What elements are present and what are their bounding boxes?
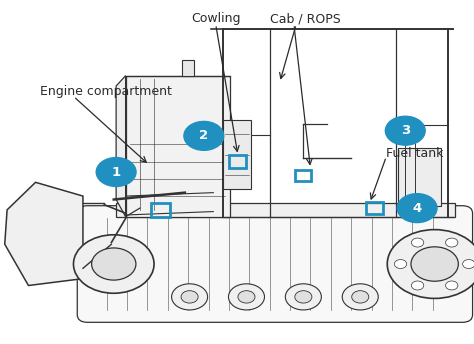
Bar: [126, 76, 230, 217]
Text: 1: 1: [111, 165, 121, 179]
Bar: [398, 148, 441, 206]
Bar: [229, 155, 246, 168]
Circle shape: [342, 284, 378, 310]
Bar: [151, 203, 170, 217]
Text: Fuel tank: Fuel tank: [386, 147, 444, 160]
Circle shape: [172, 284, 208, 310]
Text: Cab / ROPS: Cab / ROPS: [270, 12, 341, 25]
Polygon shape: [5, 182, 83, 286]
Circle shape: [385, 116, 425, 145]
Circle shape: [411, 238, 424, 247]
Circle shape: [181, 291, 198, 303]
Polygon shape: [116, 76, 126, 217]
Circle shape: [184, 121, 224, 150]
Text: 2: 2: [199, 129, 209, 142]
Circle shape: [387, 230, 474, 298]
Circle shape: [446, 281, 458, 290]
Circle shape: [397, 194, 437, 223]
Circle shape: [394, 259, 407, 268]
Text: 3: 3: [401, 124, 410, 137]
Circle shape: [91, 248, 136, 280]
Circle shape: [73, 235, 154, 293]
Circle shape: [411, 247, 458, 281]
Text: 4: 4: [412, 202, 422, 215]
Circle shape: [238, 291, 255, 303]
Circle shape: [285, 284, 321, 310]
Circle shape: [352, 291, 369, 303]
Bar: [366, 202, 383, 214]
Circle shape: [228, 284, 264, 310]
Circle shape: [295, 291, 312, 303]
Bar: [116, 203, 455, 217]
Circle shape: [96, 158, 136, 186]
Bar: [295, 170, 311, 181]
Text: Cowling: Cowling: [191, 12, 240, 25]
Circle shape: [463, 259, 474, 268]
FancyBboxPatch shape: [77, 206, 473, 322]
Circle shape: [411, 281, 424, 290]
Bar: [223, 120, 251, 189]
Text: Engine compartment: Engine compartment: [40, 85, 172, 98]
Bar: [182, 60, 194, 76]
Circle shape: [446, 238, 458, 247]
